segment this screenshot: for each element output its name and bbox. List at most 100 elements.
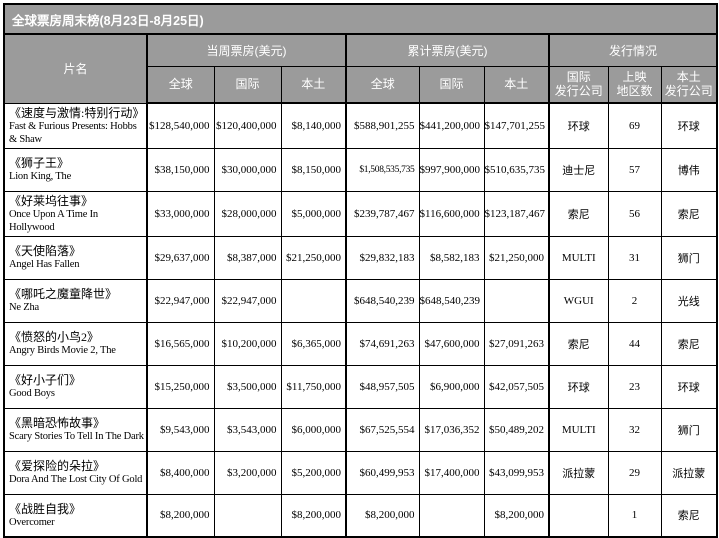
table-row: 《好莱坞往事》 Once Upon A Time In Hollywood $3…	[3, 190, 718, 237]
week-intl-cell	[213, 493, 282, 538]
film-name-en: Overcomer	[9, 516, 55, 528]
regions-count-cell: 29	[607, 450, 662, 495]
week-intl-cell: $3,543,000	[213, 407, 282, 452]
intl-distributor-cell: 环球	[548, 364, 609, 409]
table-row: 《愤怒的小鸟2》 Angry Birds Movie 2, The $16,56…	[3, 321, 718, 366]
week-intl-cell: $22,947,000	[213, 278, 282, 323]
week-domestic-cell: $8,140,000	[280, 102, 347, 149]
box-office-table: 全球票房周末榜(8月23日-8月25日) 片名 当周票房(美元) 累计票房(美元…	[3, 3, 719, 538]
cum-domestic-cell: $50,489,202	[483, 407, 550, 452]
table-body: 《速度与激情:特别行动》 Fast & Furious Presents: Ho…	[3, 102, 718, 538]
week-domestic-cell: $8,150,000	[280, 147, 347, 192]
col-group-cumulative-box-office: 累计票房(美元)	[345, 33, 550, 67]
table-row: 《战胜自我》 Overcomer $8,200,000 $8,200,000 $…	[3, 493, 718, 538]
intl-distributor-cell: MULTI	[548, 407, 609, 452]
film-name-en: Fast & Furious Presents: Hobbs & Shaw	[9, 120, 137, 145]
domestic-distributor-cell: 索尼	[660, 321, 718, 366]
cum-intl-cell: $116,600,000	[418, 190, 485, 237]
week-global-cell: $8,200,000	[146, 493, 215, 538]
cum-global-cell: $648,540,239	[345, 278, 420, 323]
week-intl-cell: $8,387,000	[213, 235, 282, 280]
film-name-cn: 《速度与激情:特别行动》	[9, 105, 145, 120]
domestic-distributor-cell: 博伟	[660, 147, 718, 192]
cum-intl-cell: $17,400,000	[418, 450, 485, 495]
week-global-cell: $8,400,000	[146, 450, 215, 495]
regions-count-header: 上映 地区数	[607, 65, 662, 104]
table-row: 《黑暗恐怖故事》 Scary Stories To Tell In The Da…	[3, 407, 718, 452]
cum-global-cell: $239,787,467	[345, 190, 420, 237]
cum-intl-cell: $47,600,000	[418, 321, 485, 366]
week-global-cell: $15,250,000	[146, 364, 215, 409]
page-title: 全球票房周末榜(8月23日-8月25日)	[3, 3, 718, 35]
film-name-cell: 《好莱坞往事》 Once Upon A Time In Hollywood	[3, 190, 148, 237]
cum-global-cell: $1,508,535,735	[345, 147, 420, 192]
week-global-cell: $33,000,000	[146, 190, 215, 237]
film-name-en: Angel Has Fallen	[9, 259, 80, 270]
week-domestic-header: 本土	[280, 65, 347, 104]
intl-distributor-header-line2: 发行公司	[554, 84, 603, 99]
week-global-cell: $128,540,000	[146, 102, 215, 149]
cum-intl-cell: $648,540,239	[418, 278, 485, 323]
week-global-cell: $29,637,000	[146, 235, 215, 280]
domestic-distributor-cell: 环球	[660, 102, 718, 149]
week-domestic-cell: $5,200,000	[280, 450, 347, 495]
col-group-week-box-office: 当周票房(美元)	[146, 33, 347, 67]
regions-count-cell: 32	[607, 407, 662, 452]
cum-intl-header: 国际	[418, 65, 485, 104]
domestic-distributor-header: 本土 发行公司	[660, 65, 718, 104]
week-intl-cell: $3,500,000	[213, 364, 282, 409]
film-name-cell: 《天使陷落》 Angel Has Fallen	[3, 235, 148, 280]
cum-domestic-cell: $43,099,953	[483, 450, 550, 495]
week-domestic-cell: $6,365,000	[280, 321, 347, 366]
domestic-distributor-cell: 派拉蒙	[660, 450, 718, 495]
domestic-distributor-cell: 狮门	[660, 407, 718, 452]
film-name-cell: 《愤怒的小鸟2》 Angry Birds Movie 2, The	[3, 321, 148, 366]
film-name-en: Lion King, The	[9, 171, 72, 182]
table-row: 《狮子王》 Lion King, The $38,150,000 $30,000…	[3, 147, 718, 192]
week-intl-cell: $30,000,000	[213, 147, 282, 192]
film-name-cell: 《速度与激情:特别行动》 Fast & Furious Presents: Ho…	[3, 102, 148, 149]
film-name-cn: 《天使陷落》	[9, 244, 82, 258]
table-row: 《哪吒之魔童降世》 Ne Zha $22,947,000 $22,947,000…	[3, 278, 718, 323]
cum-domestic-cell	[483, 278, 550, 323]
intl-distributor-cell: WGUI	[548, 278, 609, 323]
regions-count-cell: 56	[607, 190, 662, 237]
film-name-en: Good Boys	[9, 388, 55, 399]
cum-domestic-cell: $123,187,467	[483, 190, 550, 237]
domestic-distributor-cell: 索尼	[660, 190, 718, 237]
intl-distributor-cell: 派拉蒙	[548, 450, 609, 495]
film-name-en: Dora And The Lost City Of Gold	[9, 474, 143, 485]
regions-count-header-line2: 地区数	[616, 84, 653, 99]
week-intl-header: 国际	[213, 65, 282, 104]
intl-distributor-cell: 索尼	[548, 190, 609, 237]
domestic-distributor-cell: 索尼	[660, 493, 718, 538]
regions-count-cell: 2	[607, 278, 662, 323]
film-name-cn: 《战胜自我》	[9, 501, 82, 516]
film-name-cell: 《好小子们》 Good Boys	[3, 364, 148, 409]
week-domestic-cell: $8,200,000	[280, 493, 347, 538]
domestic-distributor-header-line1: 本土	[676, 70, 701, 85]
cum-domestic-cell: $147,701,255	[483, 102, 550, 149]
cum-domestic-cell: $27,091,263	[483, 321, 550, 366]
cum-intl-cell: $441,200,000	[418, 102, 485, 149]
film-name-cn: 《好莱坞往事》	[9, 193, 94, 208]
week-intl-cell: $120,400,000	[213, 102, 282, 149]
cum-intl-cell: $6,900,000	[418, 364, 485, 409]
cum-domestic-cell: $510,635,735	[483, 147, 550, 192]
cum-intl-cell	[418, 493, 485, 538]
film-name-en: Once Upon A Time In Hollywood	[9, 208, 98, 233]
week-domestic-cell: $6,000,000	[280, 407, 347, 452]
regions-count-cell: 44	[607, 321, 662, 366]
week-global-cell: $16,565,000	[146, 321, 215, 366]
domestic-distributor-cell: 狮门	[660, 235, 718, 280]
regions-count-cell: 23	[607, 364, 662, 409]
title-row: 全球票房周末榜(8月23日-8月25日)	[3, 3, 718, 35]
intl-distributor-cell: 环球	[548, 102, 609, 149]
film-name-en: Scary Stories To Tell In The Dark	[9, 431, 144, 442]
film-name-en: Ne Zha	[9, 302, 39, 313]
week-global-cell: $38,150,000	[146, 147, 215, 192]
cum-intl-cell: $17,036,352	[418, 407, 485, 452]
film-name-cell: 《爱探险的朵拉》 Dora And The Lost City Of Gold	[3, 450, 148, 495]
col-group-distribution: 发行情况	[548, 33, 718, 67]
cum-global-cell: $60,499,953	[345, 450, 420, 495]
